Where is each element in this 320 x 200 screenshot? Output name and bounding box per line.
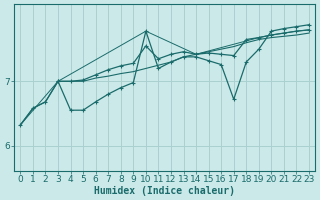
X-axis label: Humidex (Indice chaleur): Humidex (Indice chaleur): [94, 186, 235, 196]
